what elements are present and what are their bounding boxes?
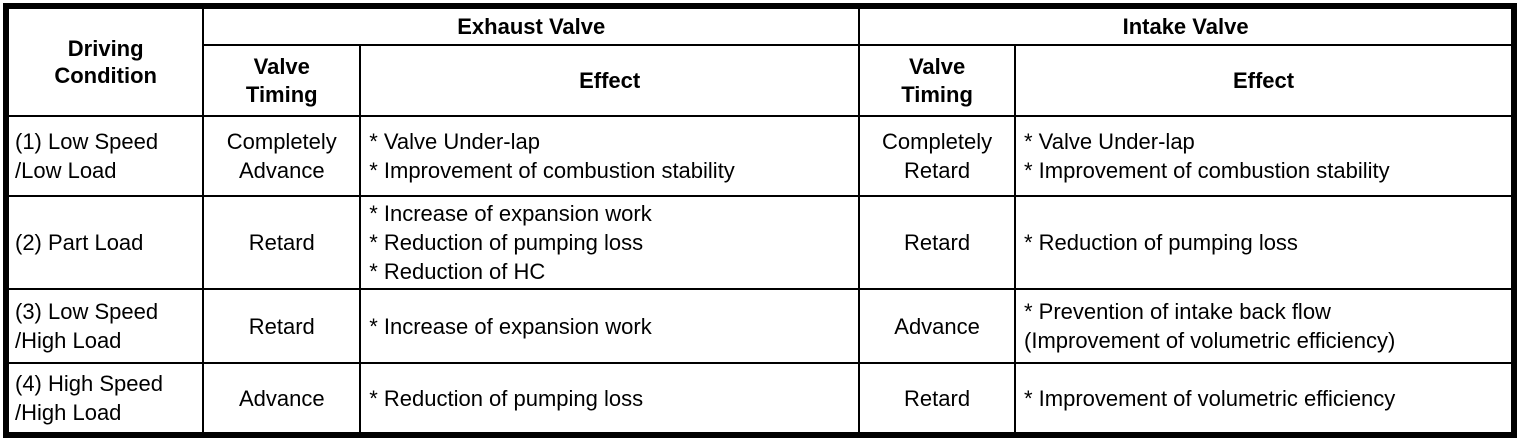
cell-driving-condition: (3) Low Speed/High Load [4, 288, 205, 365]
cell-line: * Reduction of HC [369, 259, 546, 285]
cell-line: Advance [894, 313, 980, 339]
cell-line: Advance [238, 385, 325, 411]
cell-line: Retard [248, 313, 315, 339]
cell-line: * Increase of expansion work [369, 313, 652, 339]
header-intake-valve-timing-label: Valve Timing [901, 54, 973, 107]
cell-intake-valve-timing: Completely Retard [858, 115, 1016, 197]
cell-exhaust-effect: * Increase of expansion work [359, 288, 861, 365]
cell-intake-effect: * Valve Under-lap * Improvement of combus… [1014, 115, 1515, 197]
header-intake-effect: Effect [1014, 44, 1515, 117]
cell-line: Retard [904, 158, 971, 183]
table-header: Driving Condition Exhaust Valve Intake V… [4, 5, 1515, 117]
table-row: (1) Low Speed/Low Load Completely Advance *… [4, 115, 1515, 197]
cell-line: /High Load [15, 400, 122, 426]
cell-line: * Valve Under-lap [1024, 128, 1195, 154]
table-row: (4) High Speed/High Load Advance * Reducti… [4, 362, 1515, 437]
header-exhaust-effect: Effect [359, 44, 861, 117]
cell-exhaust-valve-timing: Completely Advance [202, 115, 362, 197]
cell-line: * Improvement of combustion stability [1024, 158, 1390, 183]
header-intake-valve: Intake Valve [858, 5, 1515, 46]
cell-line: * Improvement of volumetric efficiency [1024, 385, 1396, 411]
cell-intake-valve-timing: Advance [858, 288, 1016, 365]
cell-exhaust-valve-timing: Advance [202, 362, 362, 437]
cell-line: (1) Low Speed [15, 128, 159, 154]
header-exhaust-valve-timing: Valve Timing [202, 44, 362, 117]
header-intake-valve-timing: Valve Timing [858, 44, 1016, 117]
cell-line: * Valve Under-lap [369, 128, 540, 154]
cell-line: (Improvement of volumetric efficiency) [1024, 328, 1396, 354]
header-driving-condition-label: Driving Condition [54, 35, 157, 89]
cell-line: * Reduction of pumping loss [369, 230, 644, 256]
cell-line: (3) Low Speed [15, 299, 159, 325]
cell-line: Advance [238, 158, 325, 183]
header-exhaust-valve: Exhaust Valve [202, 5, 861, 46]
cell-line: * Prevention of intake back flow [1024, 299, 1331, 325]
table-row: (3) Low Speed/High Load Retard * Increase … [4, 288, 1515, 365]
cell-exhaust-valve-timing: Retard [202, 288, 362, 365]
cell-intake-effect: * Reduction of pumping loss [1014, 194, 1515, 291]
cell-line: Retard [904, 385, 971, 411]
cell-line: * Increase of expansion work [369, 201, 652, 226]
cell-driving-condition: (4) High Speed/High Load [4, 362, 205, 437]
cell-line: Retard [904, 230, 971, 256]
header-driving-condition: Driving Condition [4, 5, 205, 117]
cell-line: (4) High Speed [15, 371, 163, 397]
cell-line: * Reduction of pumping loss [369, 385, 644, 411]
cell-driving-condition: (1) Low Speed/Low Load [4, 115, 205, 197]
header-row-subcolumns: Valve Timing Effect Valve Timing Effect [6, 44, 1515, 117]
cell-exhaust-effect: * Increase of expansion work * Reduction … [359, 194, 861, 291]
cell-line: * Improvement of combustion stability [369, 158, 735, 183]
cell-intake-valve-timing: Retard [858, 362, 1016, 437]
table-row: (2) Part Load Retard * Increase of expansi… [4, 194, 1515, 291]
cell-line: /Low Load [15, 158, 117, 183]
cell-intake-effect: * Prevention of intake back flow (Improve… [1014, 288, 1515, 365]
header-exhaust-valve-timing-label: Valve Timing [245, 54, 318, 107]
header-row-groups: Driving Condition Exhaust Valve Intake V… [4, 5, 1515, 117]
cell-intake-valve-timing: Retard [858, 194, 1016, 291]
cell-line: Completely [882, 128, 993, 154]
cell-driving-condition: (2) Part Load [4, 194, 205, 291]
cell-exhaust-effect: * Valve Under-lap * Improvement of combus… [359, 115, 861, 197]
valve-timing-table: Driving Condition Exhaust Valve Intake V… [3, 3, 1517, 439]
cell-line: * Reduction of pumping loss [1024, 230, 1298, 256]
cell-line: Completely [226, 128, 337, 154]
cell-line: Retard [248, 230, 315, 256]
table-body: (1) Low Speed/Low Load Completely Advance *… [4, 115, 1515, 437]
cell-intake-effect: * Improvement of volumetric efficiency [1014, 362, 1515, 437]
cell-exhaust-effect: * Reduction of pumping loss [359, 362, 861, 437]
cell-exhaust-valve-timing: Retard [202, 194, 362, 291]
cell-line: (2) Part Load [15, 230, 144, 256]
cell-line: /High Load [15, 328, 122, 354]
